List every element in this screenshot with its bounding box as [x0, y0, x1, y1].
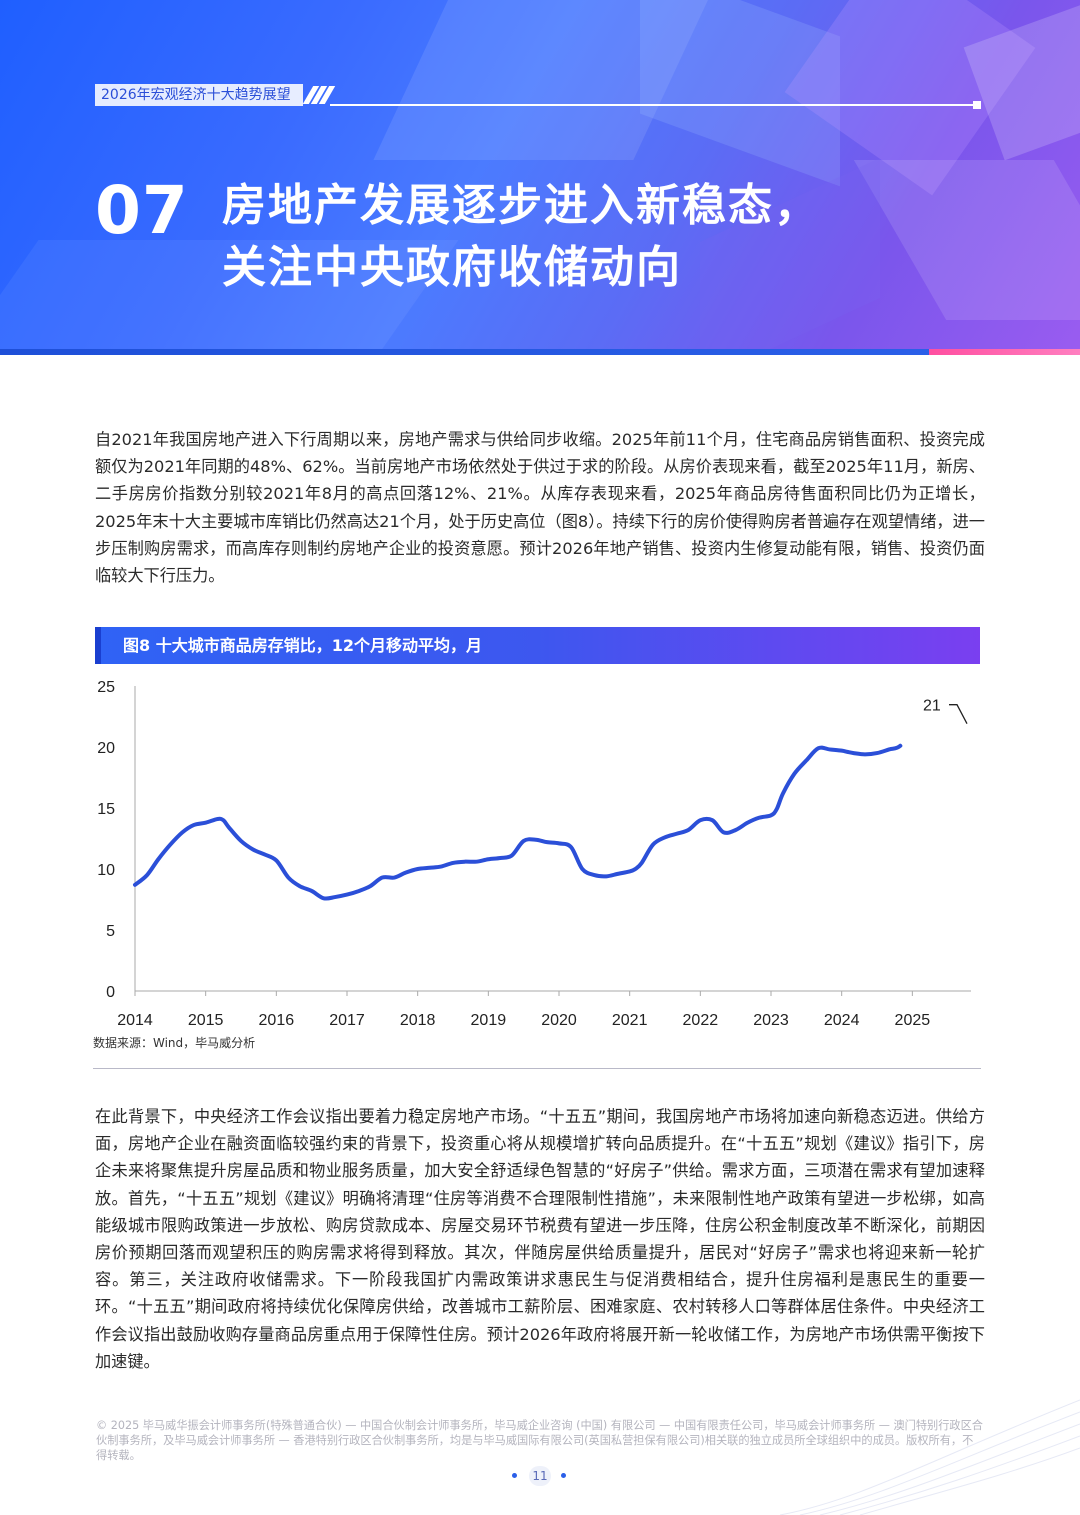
- x-tick-label: 2015: [188, 1012, 224, 1029]
- section-title-line-1: 房地产发展逐步进入新稳态，: [222, 180, 820, 231]
- tag-rule: [330, 104, 975, 106]
- x-tick-label: 2021: [612, 1012, 648, 1029]
- section-number: 07: [95, 172, 189, 249]
- x-axis-labels: 2014 2015 2016 2017 2018 2019 2020 2021 2022 2023…: [117, 1012, 930, 1029]
- figure-header: 图8 十大城市商品房存销比，12个月移动平均，月: [95, 627, 980, 664]
- header-banner: 2026年宏观经济十大趋势展望 07 房地产发展逐步进入新稳态， 关注中央政府收…: [0, 0, 1080, 355]
- page-indicator: 11: [510, 1466, 570, 1486]
- x-tick-label: 2022: [683, 1012, 719, 1029]
- x-tick-label: 2020: [541, 1012, 577, 1029]
- x-tick-label: 2017: [329, 1012, 365, 1029]
- x-tick-label: 2014: [117, 1012, 153, 1029]
- x-tick-label: 2018: [400, 1012, 436, 1029]
- x-axis-ticks: [134, 991, 913, 996]
- report-tag: 2026年宏观经济十大趋势展望: [95, 84, 303, 106]
- page-dot-left: [512, 1473, 517, 1478]
- annotation-leader: [949, 704, 968, 725]
- y-tick-label: 25: [97, 679, 115, 696]
- section-divider: [93, 1068, 981, 1069]
- body-paragraph-2: 在此背景下，中央经济工作会议指出要着力稳定房地产市场。“十五五”期间，我国房地产…: [95, 1107, 985, 1371]
- body-paragraph-1: 自2021年我国房地产进入下行周期以来，房地产需求与供给同步收缩。2025年前1…: [95, 430, 985, 586]
- x-tick-label: 2025: [895, 1012, 931, 1029]
- page-dot-right: [561, 1473, 566, 1478]
- decorative-facet: [853, 160, 1080, 320]
- x-tick-label: 2019: [471, 1012, 507, 1029]
- y-tick-label: 10: [97, 862, 115, 879]
- x-tick-label: 2016: [259, 1012, 295, 1029]
- figure-header-marker: [95, 627, 101, 664]
- page-number: 11: [529, 1466, 551, 1486]
- data-source: 数据来源：Wind，毕马威分析: [93, 1036, 256, 1050]
- tag-rule-end: [973, 101, 981, 109]
- y-tick-label: 15: [97, 801, 115, 818]
- y-axis-labels: 0 5 10 15 20 25: [97, 679, 115, 1001]
- y-tick-label: 0: [106, 984, 115, 1001]
- banner-bottom-bar: [0, 349, 1080, 355]
- x-tick-label: 2023: [753, 1012, 789, 1029]
- section-title-line-2: 关注中央政府收储动向: [222, 242, 682, 293]
- decorative-wave: [780, 1399, 1080, 1515]
- y-tick-label: 20: [97, 740, 115, 757]
- x-tick-label: 2024: [824, 1012, 860, 1029]
- annotation-label: 21: [923, 698, 941, 715]
- y-tick-label: 5: [106, 923, 115, 940]
- footer-copyright: © 2025 毕马威华振会计师事务所(特殊普通合伙) — 中国合伙制会计师事务所…: [96, 1419, 983, 1462]
- section-title: 房地产发展逐步进入新稳态， 关注中央政府收储动向: [222, 175, 820, 299]
- figure-title: 图8 十大城市商品房存销比，12个月移动平均，月: [123, 636, 482, 655]
- series-line: [133, 743, 903, 901]
